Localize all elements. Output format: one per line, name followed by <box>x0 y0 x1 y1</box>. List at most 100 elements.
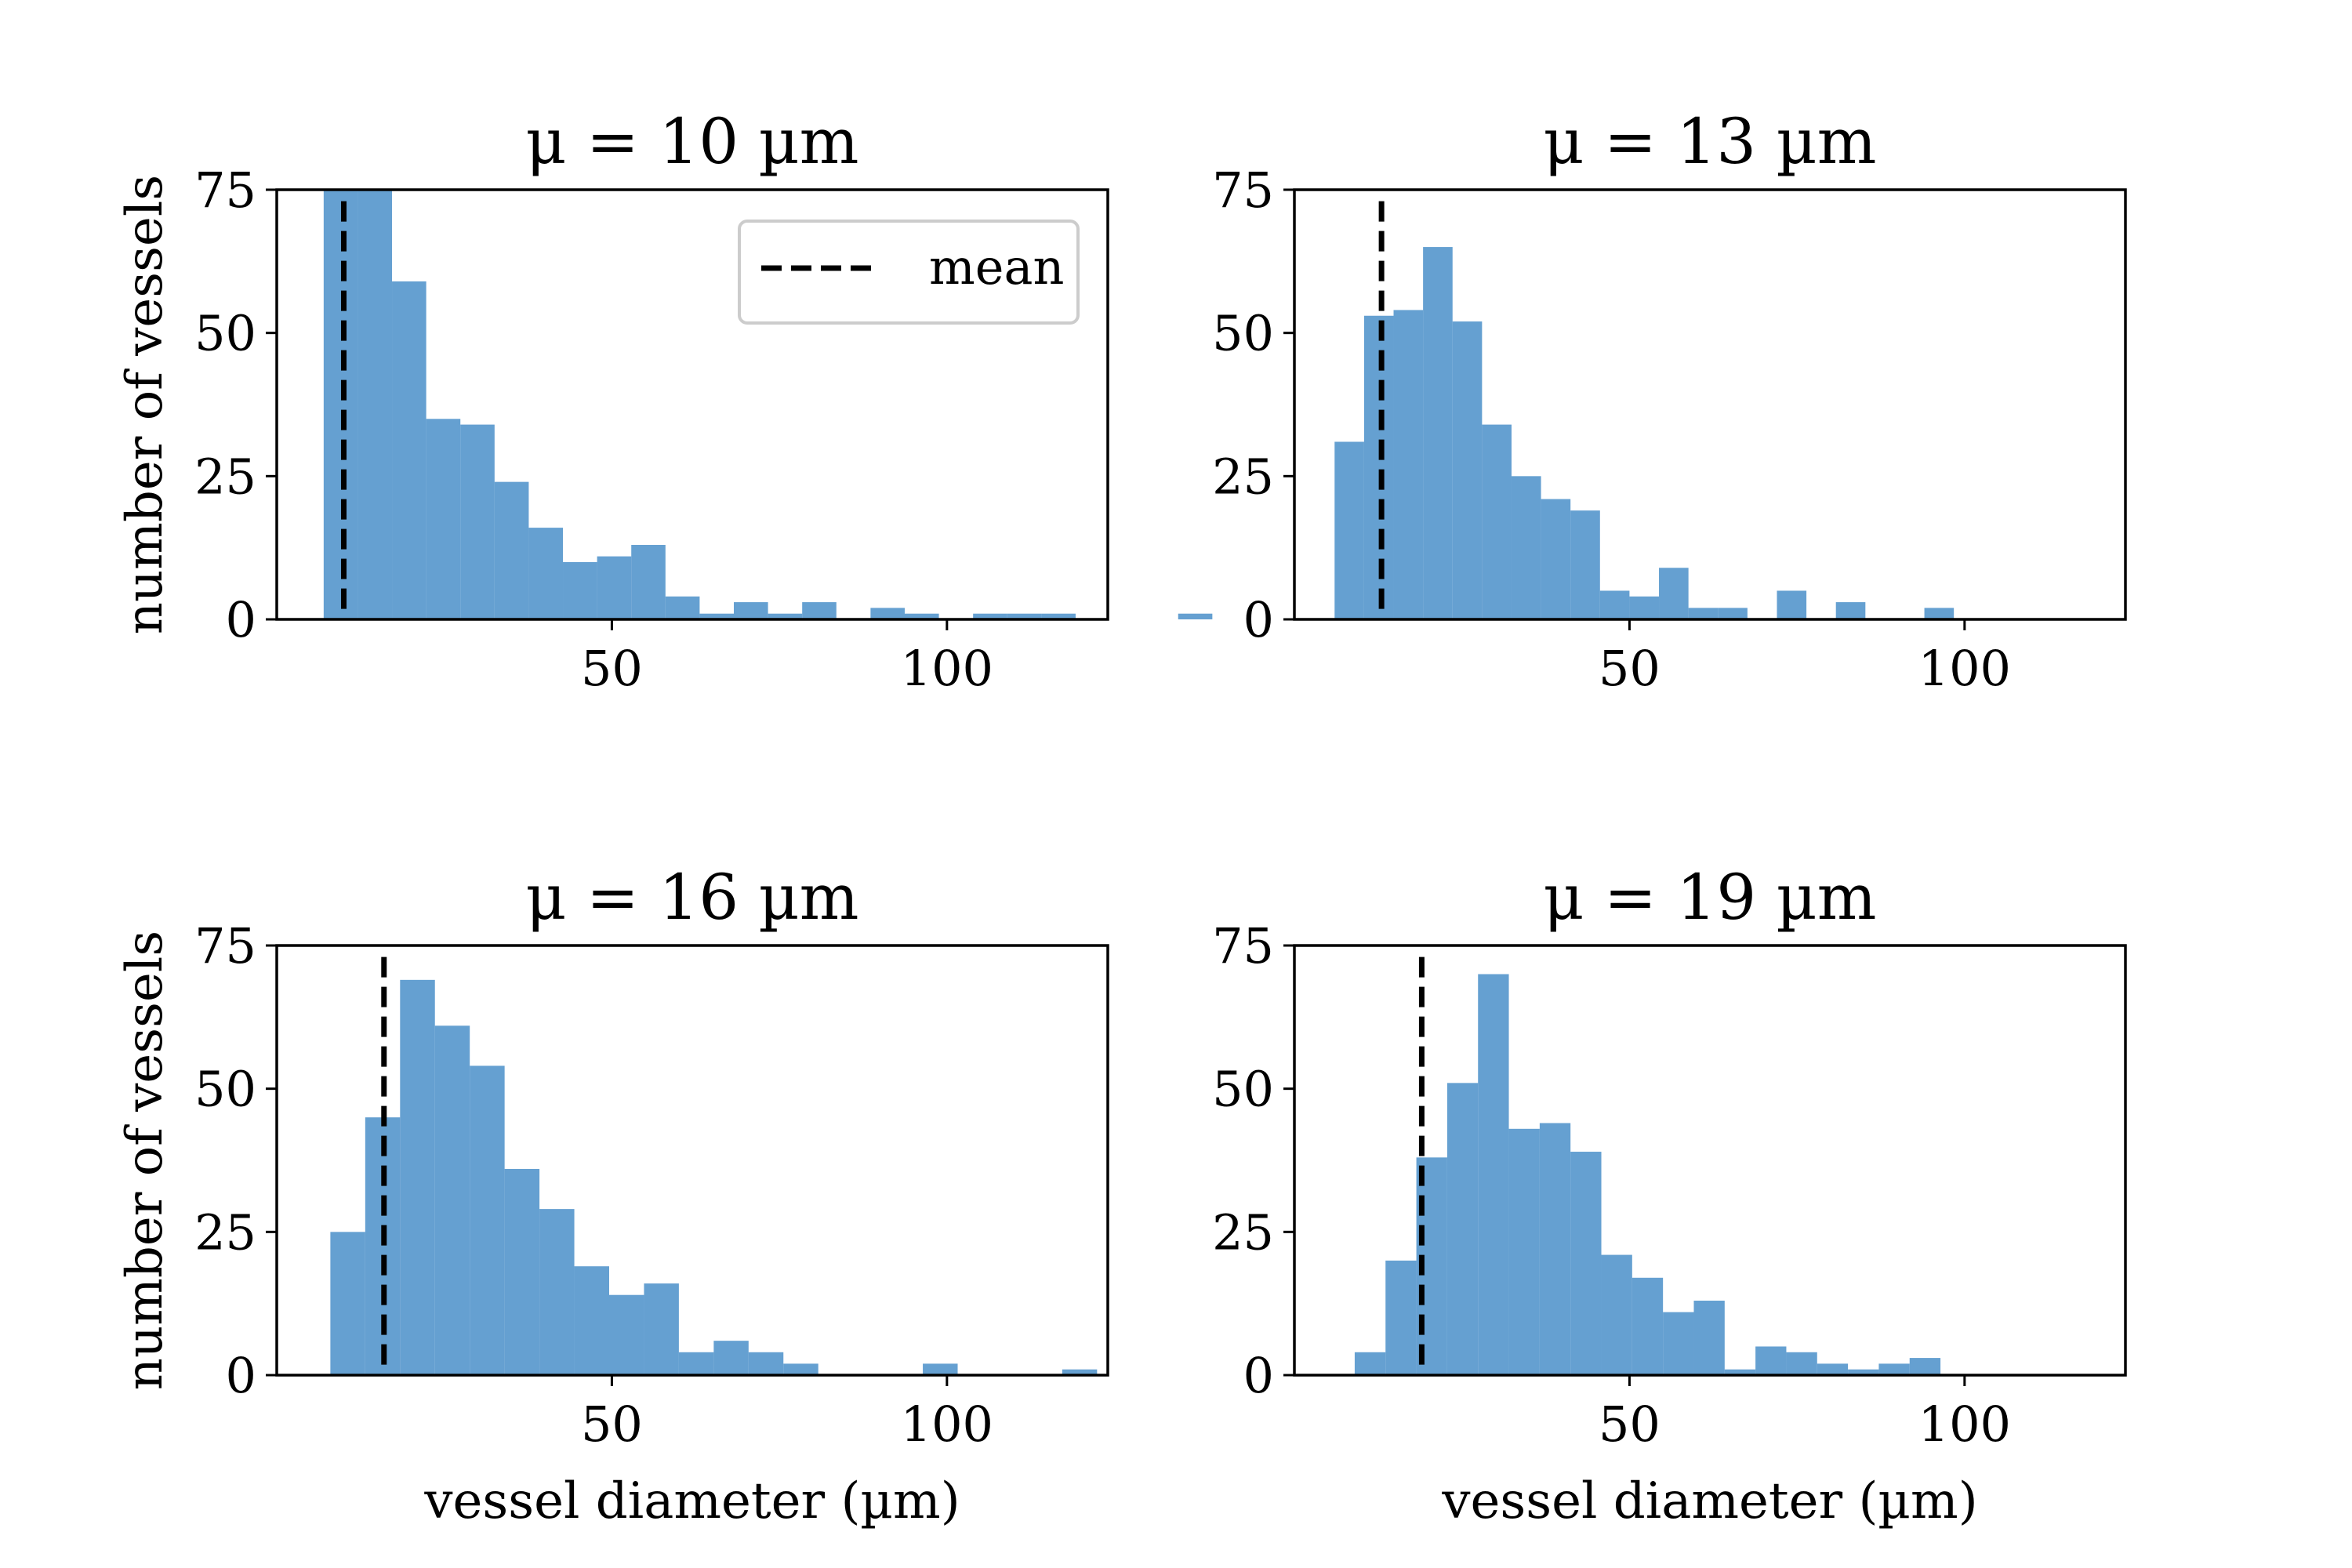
histogram-bar <box>904 613 939 619</box>
histogram-bar <box>768 613 803 619</box>
legend: mean <box>738 220 1080 325</box>
y-tick-label: 50 <box>194 1061 256 1118</box>
y-tick-label: 75 <box>194 917 256 975</box>
y-tick-label: 75 <box>194 162 256 219</box>
histogram-bar <box>597 556 632 619</box>
y-axis-label: number of vessels <box>116 175 174 634</box>
histogram-bar <box>426 419 461 619</box>
histogram-bar <box>1385 1260 1417 1375</box>
histogram-bar <box>1478 974 1509 1375</box>
histogram-bar <box>644 1283 679 1375</box>
histogram-bar <box>713 1341 749 1375</box>
histogram-bar <box>1688 608 1719 619</box>
histogram-bar <box>1446 1083 1479 1375</box>
histogram-bar <box>574 1266 609 1375</box>
subplot-title: μ = 10 µm <box>526 105 859 178</box>
histogram-bar <box>470 1065 505 1375</box>
histogram-bar <box>539 1209 575 1375</box>
histogram-bar <box>1777 590 1807 619</box>
histogram-bar <box>1354 1352 1386 1375</box>
histogram-bar <box>1601 1254 1632 1375</box>
histogram-bar <box>1659 568 1689 619</box>
subplot-title: μ = 19 µm <box>1544 861 1877 934</box>
histogram-bar <box>1539 1123 1571 1375</box>
histogram-bar <box>1062 1369 1098 1375</box>
y-tick-label: 50 <box>194 305 256 362</box>
x-tick-label: 100 <box>901 640 993 697</box>
histogram-bar <box>665 596 700 619</box>
x-tick-label: 50 <box>581 1396 643 1453</box>
histogram-bar <box>1599 590 1630 619</box>
histogram-bar <box>1007 613 1042 619</box>
histogram-bar <box>1878 1363 1910 1375</box>
histogram-bar <box>1693 1301 1725 1375</box>
histogram-bar <box>400 979 435 1375</box>
histogram-bar <box>734 602 768 619</box>
histogram-bar <box>678 1352 714 1375</box>
histogram-bar <box>494 481 529 619</box>
y-tick-label: 0 <box>1243 591 1274 648</box>
histogram-bar <box>1178 613 1213 619</box>
x-tick-label: 50 <box>581 640 643 697</box>
histogram-bar <box>1909 1358 1941 1375</box>
histogram-bar <box>1570 510 1600 619</box>
histogram-bar <box>434 1025 470 1375</box>
axes-frame <box>1293 944 2127 1377</box>
histogram-bar <box>1482 424 1512 619</box>
y-tick-label: 25 <box>194 1203 256 1261</box>
histogram-bar <box>323 190 358 619</box>
histogram-bar <box>1041 613 1076 619</box>
x-tick-label: 50 <box>1599 1396 1661 1453</box>
histogram-bar <box>1663 1312 1694 1375</box>
histogram-bar <box>1511 476 1541 619</box>
histogram-bar <box>1924 608 1955 619</box>
histogram-bar <box>1452 321 1483 619</box>
axes-frame <box>275 188 1109 621</box>
y-tick-label: 50 <box>1212 305 1274 362</box>
histogram-bar <box>460 424 495 619</box>
histogram-bar <box>870 608 905 619</box>
x-tick-label: 100 <box>1918 1396 2011 1453</box>
x-axis-label: vessel diameter (µm) <box>1441 1472 1977 1530</box>
histogram-bar <box>1423 247 1453 619</box>
subplot-4: 0 25 50 75 50 100 μ = 19 µm vessel diameter (µm… <box>1212 861 2127 1530</box>
axes-frame <box>275 944 1109 1377</box>
y-tick-label: 75 <box>1212 917 1274 975</box>
histogram-bar <box>1848 1369 1879 1375</box>
histogram-bar <box>1718 608 1748 619</box>
histogram-bar <box>973 613 1007 619</box>
subplot-1: 0 25 50 75 50 100 μ = 10 µm number of vessels me… <box>116 105 1213 697</box>
y-tick-label: 0 <box>226 1347 256 1404</box>
histogram-bar <box>1786 1352 1817 1375</box>
subplot-title: μ = 13 µm <box>1544 105 1877 178</box>
histogram-bar <box>358 190 393 619</box>
histogram-bar <box>528 528 564 619</box>
y-tick-label: 0 <box>226 591 256 648</box>
histogram-bar <box>609 1294 644 1375</box>
histogram-bar <box>748 1352 784 1375</box>
legend-label: mean <box>929 238 1064 296</box>
subplot-3: 0 25 50 75 50 100 μ = 16 µm number of vessels ve… <box>116 861 1109 1530</box>
y-tick-label: 25 <box>1212 448 1274 505</box>
x-tick-label: 100 <box>901 1396 993 1453</box>
x-axis-label: vessel diameter (µm) <box>423 1472 960 1530</box>
histogram-bar <box>783 1363 818 1375</box>
histogram-bar <box>1393 310 1424 619</box>
histogram-bar <box>1632 1277 1664 1375</box>
subplot-2: 0 25 50 75 50 100 μ = 13 µm <box>1212 105 2127 697</box>
y-tick-label: 0 <box>1243 1347 1274 1404</box>
histogram-bar <box>504 1168 540 1375</box>
histogram-bar <box>1508 1128 1540 1375</box>
y-tick-label: 25 <box>194 448 256 505</box>
axes-frame <box>1293 188 2127 621</box>
histogram-bar <box>699 613 734 619</box>
histogram-bar <box>1570 1152 1602 1375</box>
histogram-bar <box>330 1232 365 1375</box>
histogram-bar <box>1835 602 1866 619</box>
y-tick-label: 75 <box>1212 162 1274 219</box>
y-tick-label: 25 <box>1212 1203 1274 1261</box>
x-tick-label: 50 <box>1599 640 1661 697</box>
histogram-bar <box>1724 1369 1756 1375</box>
histogram-bar <box>1541 499 1571 619</box>
histogram-bar <box>1334 441 1364 619</box>
